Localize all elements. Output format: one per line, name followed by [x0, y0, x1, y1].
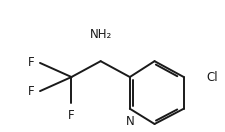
Text: F: F: [68, 109, 74, 122]
Text: N: N: [125, 115, 134, 128]
Text: Cl: Cl: [205, 70, 217, 84]
Text: NH₂: NH₂: [89, 28, 111, 41]
Text: F: F: [28, 56, 34, 69]
Text: F: F: [28, 85, 34, 98]
